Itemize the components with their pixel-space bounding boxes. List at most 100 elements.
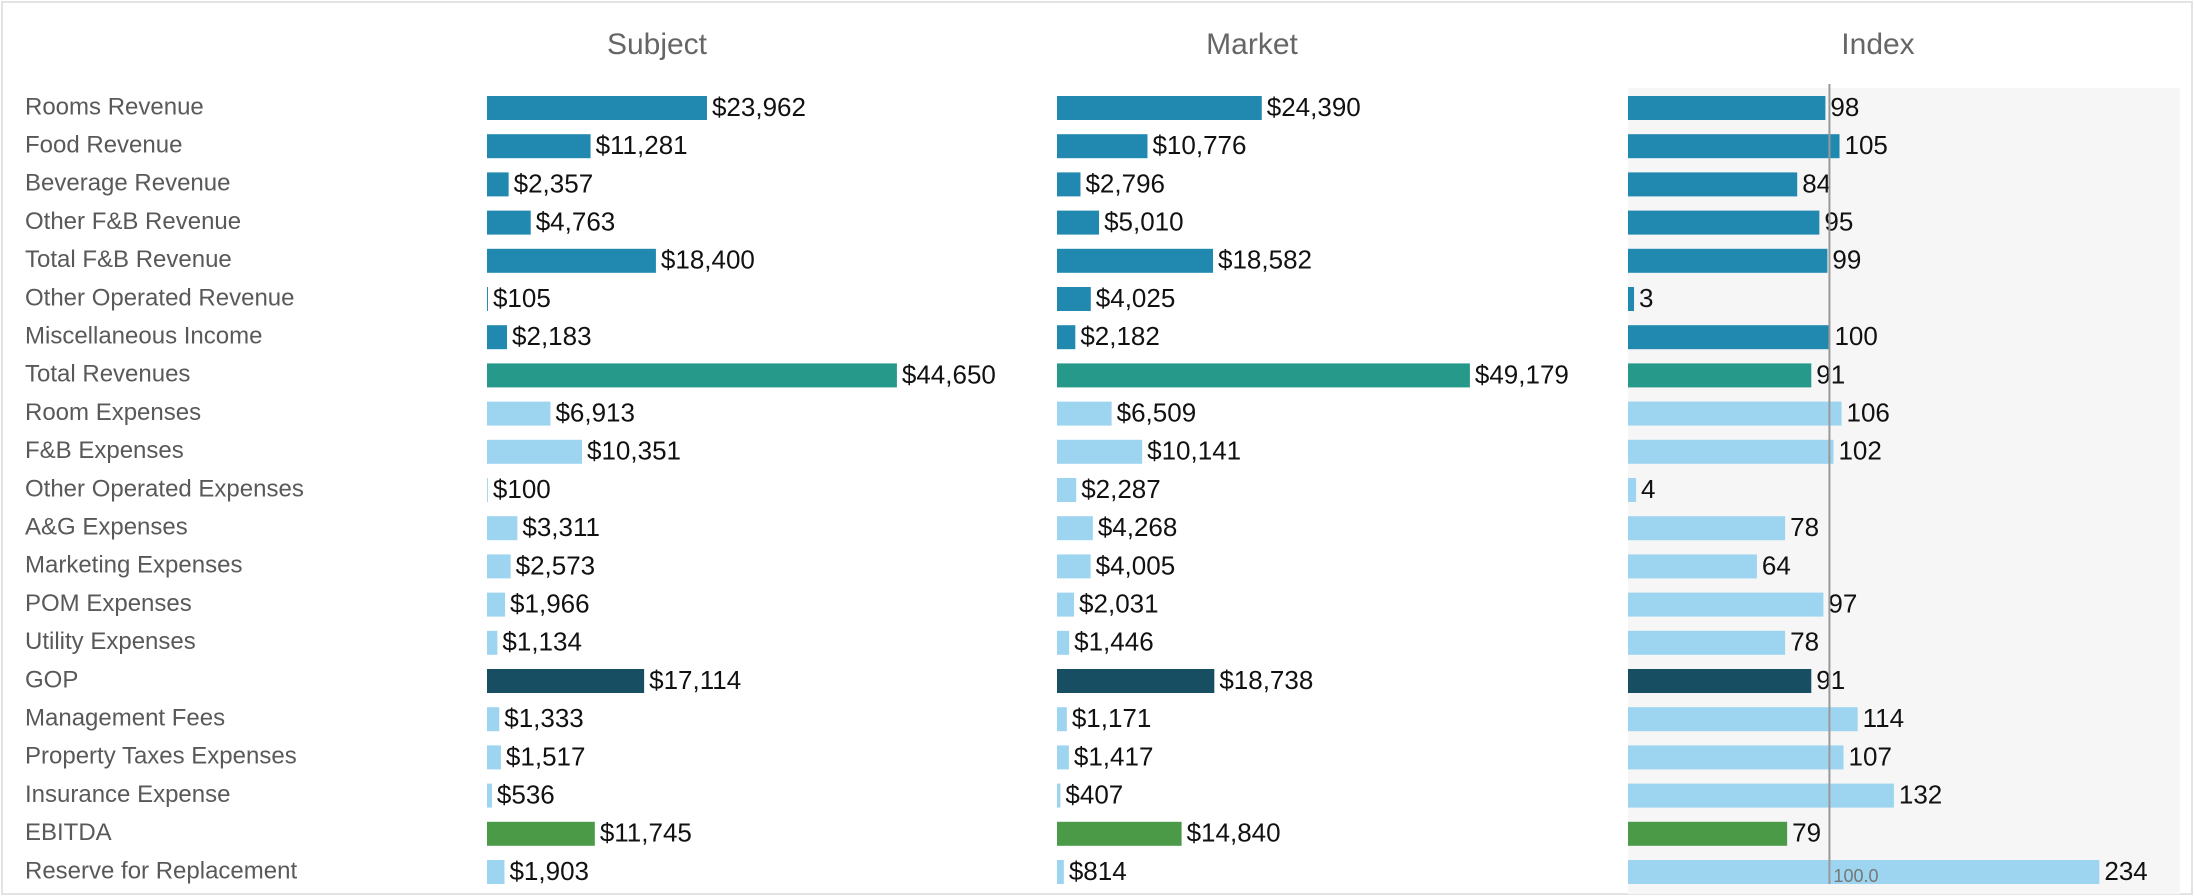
category-label: F&B Expenses	[25, 437, 184, 464]
bar	[1057, 439, 1143, 464]
bar	[487, 401, 551, 426]
value-label: $1,417	[1074, 741, 1154, 771]
value-label: 98	[1830, 92, 1859, 122]
category-label: Room Expenses	[25, 399, 201, 426]
bar	[1057, 630, 1070, 655]
value-label: $2,182	[1080, 321, 1160, 351]
bar	[1057, 287, 1091, 311]
category-label: Rooms Revenue	[25, 93, 204, 120]
value-label: $4,763	[536, 206, 616, 236]
value-label: $18,738	[1219, 665, 1313, 695]
value-label: 234	[2104, 856, 2147, 886]
value-label: $4,005	[1096, 550, 1176, 580]
bar	[1057, 592, 1075, 617]
value-label: 99	[1832, 245, 1861, 275]
value-label: $1,134	[502, 627, 582, 657]
bar	[487, 439, 583, 464]
bar	[487, 248, 656, 273]
bar	[1628, 860, 2100, 884]
value-label: 102	[1838, 436, 1881, 466]
value-label: 107	[1849, 741, 1892, 771]
value-label: 79	[1792, 818, 1821, 848]
panel-title: Market	[1206, 28, 1298, 61]
bar	[487, 745, 501, 770]
value-label: $1,903	[509, 856, 589, 886]
value-label: 78	[1790, 627, 1819, 657]
value-label: $6,509	[1117, 397, 1197, 427]
bar	[1628, 325, 1830, 350]
value-label: $11,745	[600, 818, 692, 848]
bar	[487, 516, 518, 541]
value-label: 3	[1639, 283, 1653, 313]
category-label: Miscellaneous Income	[25, 323, 262, 350]
category-label: Insurance Expense	[25, 781, 230, 808]
bar	[487, 860, 505, 884]
bar	[1628, 248, 1828, 273]
value-label: 4	[1641, 474, 1655, 504]
value-label: $814	[1069, 856, 1127, 886]
value-label: $18,400	[661, 245, 755, 275]
bar	[1057, 860, 1064, 884]
bar	[487, 325, 508, 350]
bar	[487, 134, 591, 159]
bar	[487, 554, 511, 579]
panel-title: Subject	[607, 28, 708, 61]
bar	[487, 592, 506, 617]
value-label: 114	[1863, 703, 1904, 733]
category-label: Other Operated Revenue	[25, 284, 295, 311]
category-label: Marketing Expenses	[25, 552, 242, 579]
value-label: 78	[1790, 512, 1819, 542]
category-label: Utility Expenses	[25, 628, 196, 655]
bar	[1628, 134, 1840, 159]
value-label: $17,114	[649, 665, 741, 695]
bar	[487, 96, 707, 120]
bar	[1057, 325, 1076, 350]
value-label: $3,311	[522, 512, 600, 542]
bar	[1628, 96, 1826, 120]
category-label: Management Fees	[25, 705, 225, 732]
bar	[1628, 592, 1824, 617]
category-label: Reserve for Replacement	[25, 857, 297, 884]
panel-title: Index	[1841, 28, 1914, 61]
value-label: $536	[497, 779, 555, 809]
value-label: $24,390	[1267, 92, 1361, 122]
bar	[1628, 516, 1786, 541]
bar	[487, 363, 897, 388]
bar	[487, 669, 645, 693]
value-label: $2,357	[514, 168, 594, 198]
bar	[1057, 96, 1262, 120]
bar	[1628, 363, 1812, 388]
bar	[1057, 821, 1182, 846]
value-label: 132	[1899, 779, 1942, 809]
bar	[1628, 210, 1820, 235]
bar	[1628, 745, 1844, 770]
bar	[1628, 707, 1858, 732]
value-label: $2,183	[512, 321, 592, 351]
bar	[1057, 248, 1214, 273]
category-label: Other Operated Expenses	[25, 475, 304, 502]
panel-background	[1628, 88, 2180, 895]
bar	[1057, 707, 1067, 732]
category-label: EBITDA	[25, 819, 112, 846]
category-label: GOP	[25, 666, 78, 693]
value-label: $23,962	[712, 92, 806, 122]
category-label: Total Revenues	[25, 361, 190, 388]
category-label: POM Expenses	[25, 590, 192, 617]
value-label: $5,010	[1104, 206, 1184, 236]
value-label: $2,796	[1085, 168, 1165, 198]
value-label: $1,333	[504, 703, 584, 733]
bar	[487, 783, 492, 808]
value-label: 97	[1828, 588, 1857, 618]
value-label: $10,141	[1147, 436, 1241, 466]
category-label: Property Taxes Expenses	[25, 743, 297, 770]
bar	[1628, 439, 1834, 464]
bar	[1057, 134, 1148, 159]
bar	[1057, 669, 1215, 693]
category-label: Total F&B Revenue	[25, 246, 232, 273]
value-label: $4,025	[1096, 283, 1176, 313]
bar	[1628, 554, 1757, 579]
category-label: Other F&B Revenue	[25, 208, 241, 235]
bar	[1628, 401, 1842, 426]
